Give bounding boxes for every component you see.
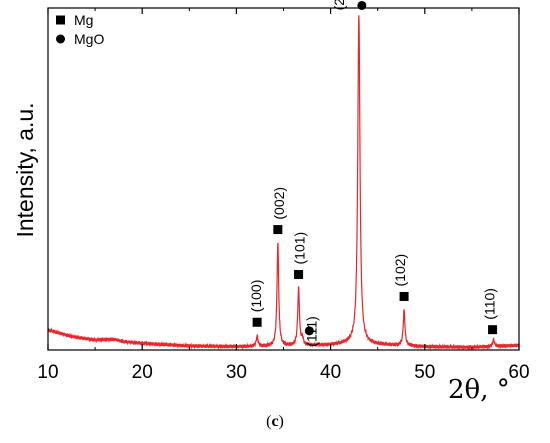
x-tick-label: 40 <box>320 362 341 383</box>
caption-close: ) <box>278 413 284 430</box>
peak-hkl-label: (111) <box>303 316 319 347</box>
mg-peak-marker <box>488 325 498 335</box>
peak-hkl-label: (110) <box>482 288 498 320</box>
legend-mgo-marker <box>56 34 65 44</box>
x-tick-label: 10 <box>37 362 58 383</box>
x-axis-label: 2θ, ° <box>448 375 510 405</box>
plot-frame <box>47 7 520 351</box>
x-tick-label: 60 <box>508 362 529 383</box>
peak-hkl-label: (002) <box>271 187 287 220</box>
peak-hkl-label: (101) <box>292 232 308 265</box>
xrd-series-line <box>47 15 520 351</box>
legend-label: Mg <box>74 12 93 28</box>
mg-peak-marker <box>294 270 304 280</box>
caption-letter: c <box>271 413 279 430</box>
x-tick-label: 20 <box>132 362 153 383</box>
xrd-chart: (100) (002) (101) (111) (200) (102) (110) 10 20… <box>12 0 530 405</box>
mg-peak-marker <box>273 225 283 235</box>
mgo-peak-marker <box>304 326 314 336</box>
mg-peak-marker <box>399 291 409 301</box>
peak-hkl-label: (100) <box>248 280 264 313</box>
legend-label: MgO <box>74 31 104 47</box>
x-tick-label: 50 <box>414 362 435 383</box>
x-tick-label: 30 <box>226 362 247 383</box>
peak-hkl-label: (102) <box>392 254 408 287</box>
y-axis-label: Intensity, a.u. <box>12 102 38 237</box>
figure-caption: (c) <box>0 413 550 431</box>
peak-hkl-label: (200) <box>331 0 347 10</box>
legend-mg-marker <box>56 15 65 25</box>
mg-peak-marker <box>252 317 262 327</box>
caption-open: ( <box>266 413 272 430</box>
